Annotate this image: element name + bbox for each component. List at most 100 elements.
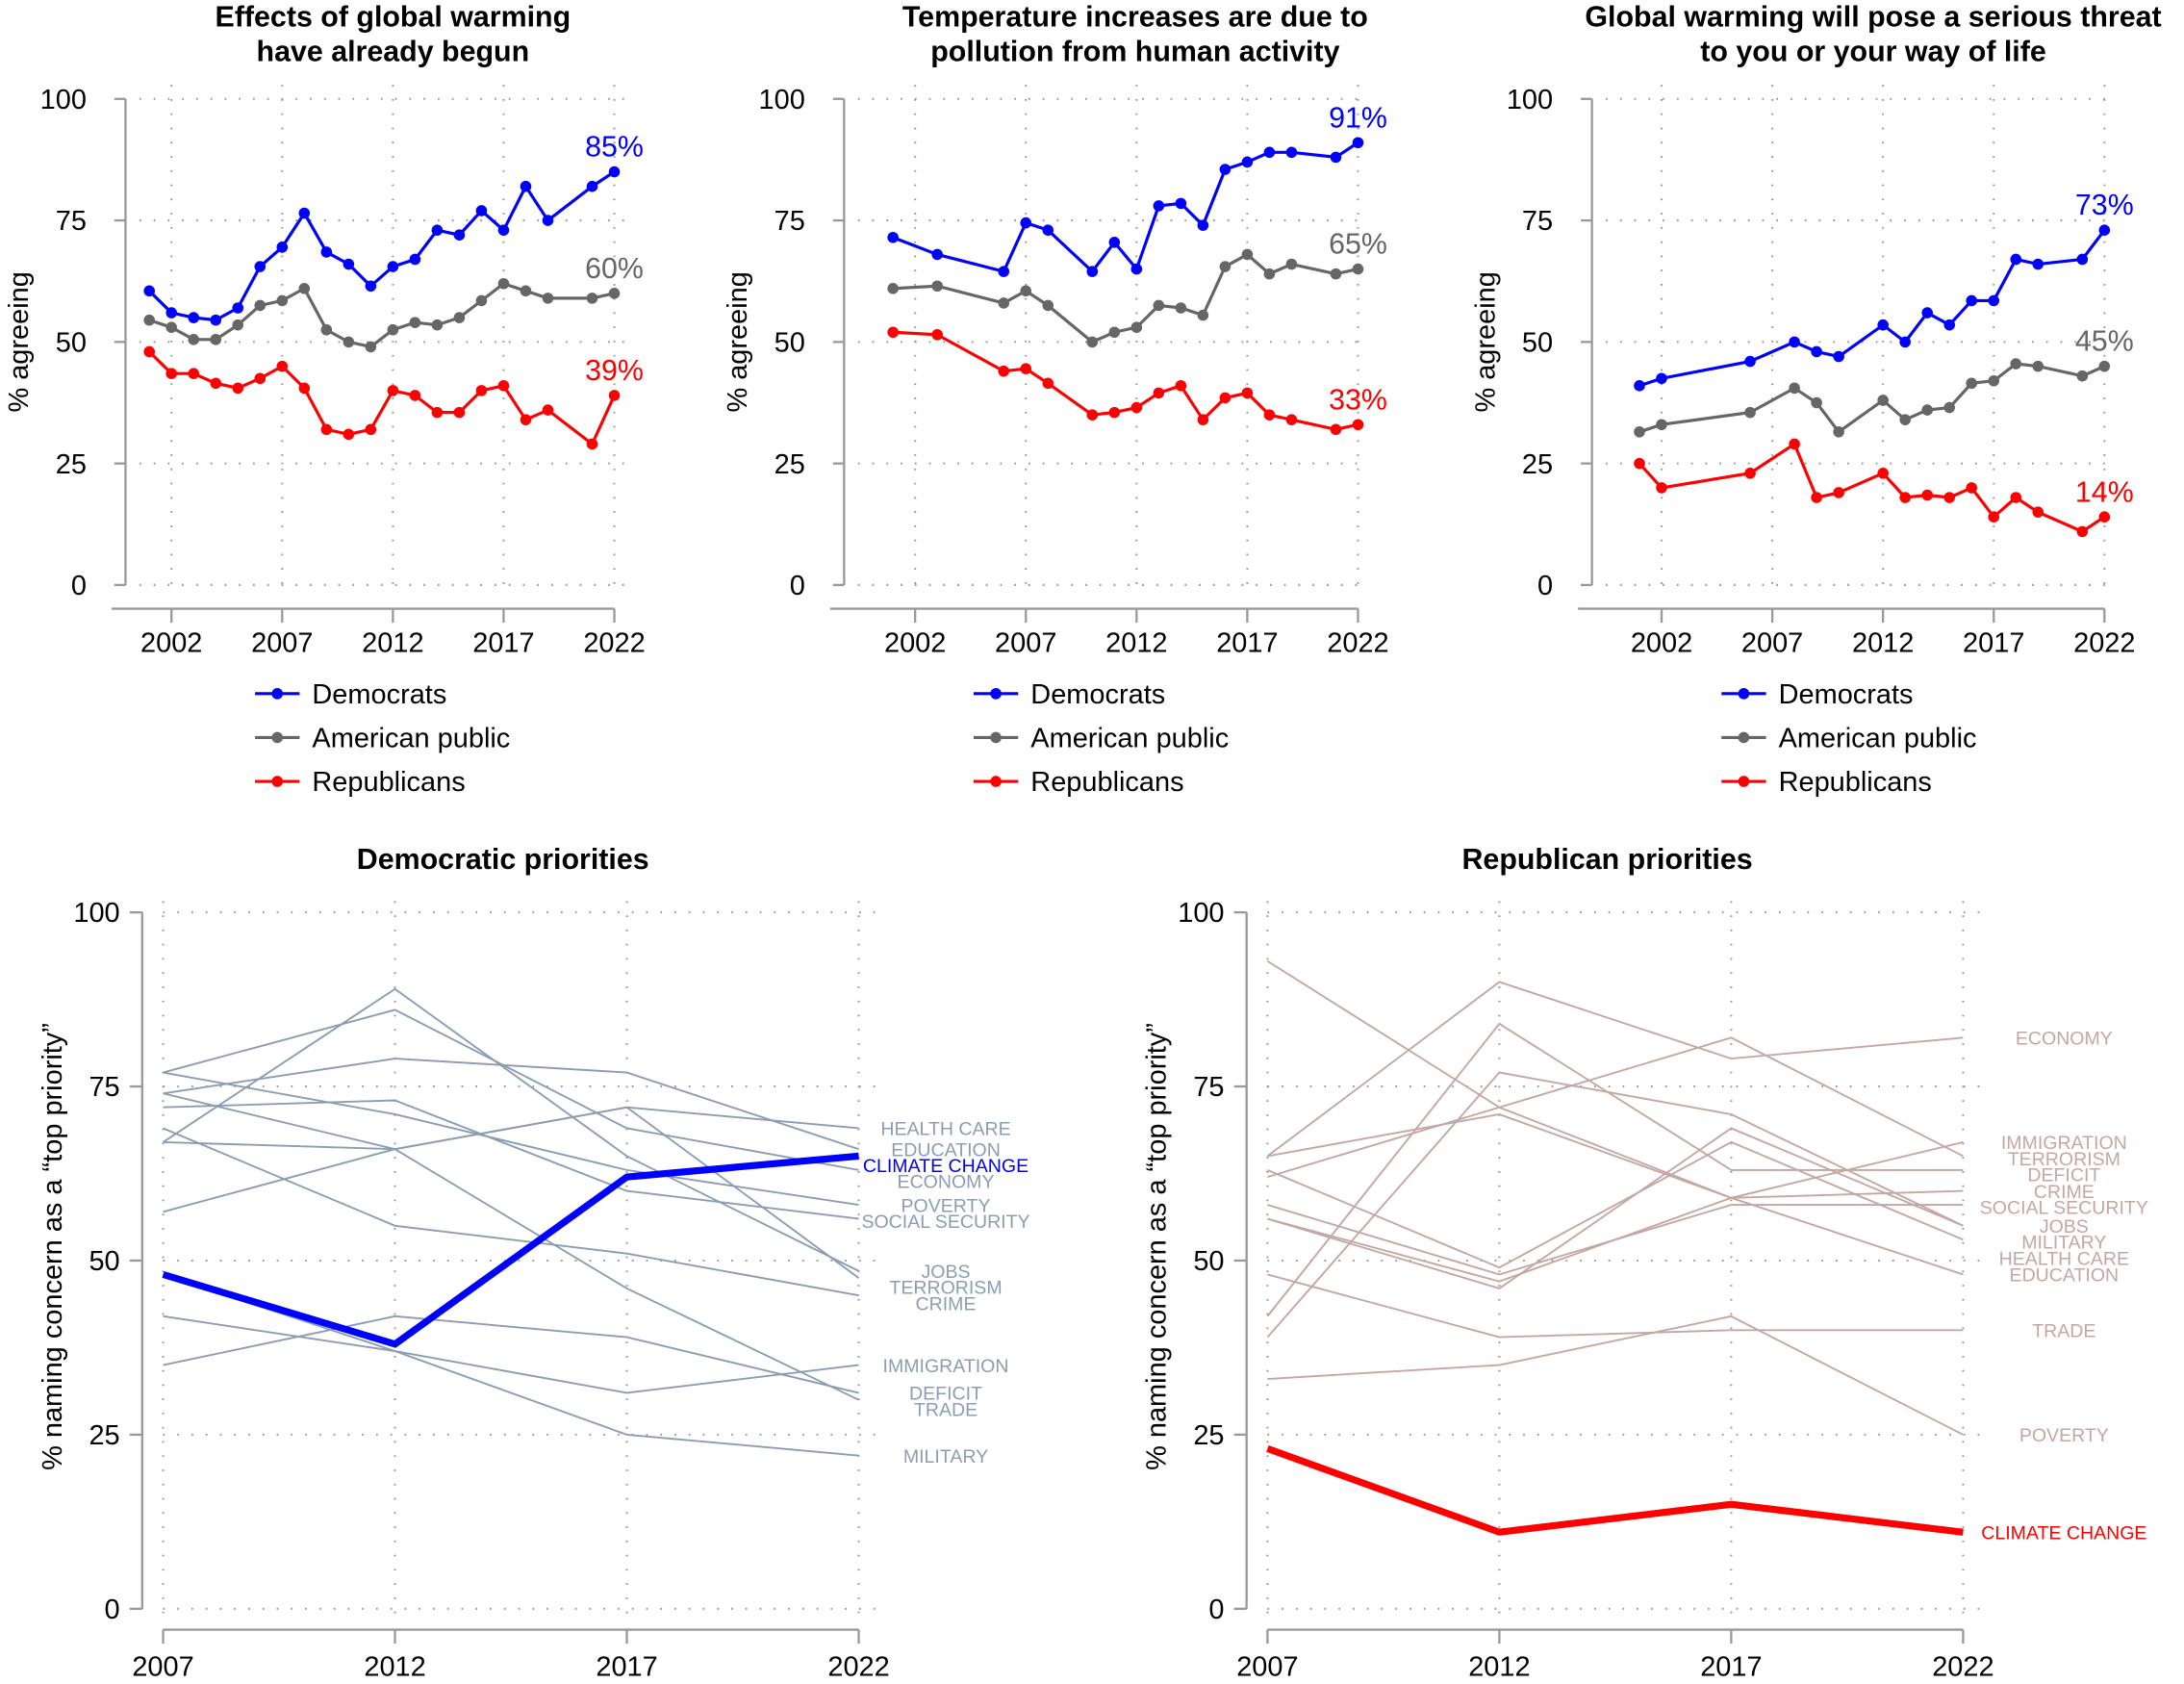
data-point xyxy=(1285,146,1298,159)
data-point xyxy=(2098,511,2111,523)
end-label: 65% xyxy=(1329,228,1387,261)
data-point xyxy=(143,314,155,326)
data-point xyxy=(1352,137,1364,149)
y-tick-label: 75 xyxy=(56,206,87,237)
series-label: DEFICIT xyxy=(909,1384,982,1405)
data-point xyxy=(1241,248,1254,261)
series-line xyxy=(1267,1140,1964,1269)
data-point xyxy=(2032,258,2044,270)
data-point xyxy=(1811,345,1822,358)
data-point xyxy=(1042,224,1054,236)
data-point xyxy=(1921,307,1933,319)
data-point xyxy=(431,319,444,331)
x-tick-label: 2017 xyxy=(1216,627,1278,658)
data-point xyxy=(1330,423,1342,436)
data-point xyxy=(586,293,598,304)
x-tick-label: 2022 xyxy=(2073,627,2135,658)
data-point xyxy=(188,334,200,345)
series-label: IMMIGRATION xyxy=(883,1356,1009,1377)
x-tick-label: 2017 xyxy=(1700,1651,1762,1682)
y-tick-label: 25 xyxy=(1522,449,1553,480)
series-line xyxy=(163,1314,859,1394)
end-label: 45% xyxy=(2075,325,2134,358)
series-label: POVERTY xyxy=(902,1195,991,1216)
y-tick-label: 75 xyxy=(1522,206,1553,237)
data-point xyxy=(998,266,1010,277)
legend-marker xyxy=(990,776,1002,787)
data-point xyxy=(1811,492,1822,503)
data-point xyxy=(520,414,532,425)
data-point xyxy=(453,229,466,242)
legend-marker xyxy=(1738,776,1750,787)
series-line xyxy=(1267,1113,1964,1276)
data-point xyxy=(1943,319,1956,331)
data-point xyxy=(232,319,244,331)
x-tick-label: 2017 xyxy=(596,1651,657,1682)
data-point xyxy=(1197,309,1209,321)
series-line-0 xyxy=(1638,229,2106,388)
data-point xyxy=(298,207,311,219)
data-point xyxy=(1263,268,1276,280)
x-tick-label: 2022 xyxy=(1932,1651,1994,1682)
data-point xyxy=(1241,387,1254,399)
legend-marker xyxy=(271,776,284,787)
data-point xyxy=(343,428,355,441)
series-line-2 xyxy=(893,330,1359,431)
data-point xyxy=(387,261,399,272)
x-tick-label: 2007 xyxy=(1236,1651,1298,1682)
y-tick-label: 100 xyxy=(1507,85,1553,115)
data-point xyxy=(1285,258,1298,270)
data-point xyxy=(188,368,200,379)
legend-label: American public xyxy=(312,724,510,754)
legend-marker xyxy=(990,688,1002,700)
x-tick-label: 2012 xyxy=(1468,1651,1530,1682)
data-point xyxy=(1263,146,1276,159)
y-tick-label: 25 xyxy=(89,1420,119,1451)
data-point xyxy=(1789,382,1800,395)
chart-title: Democratic priorities xyxy=(357,843,649,876)
data-point xyxy=(1130,321,1143,333)
series-line xyxy=(163,1058,859,1151)
y-tick-label: 25 xyxy=(56,449,87,480)
y-tick-label: 0 xyxy=(1537,571,1553,601)
y-tick-label: 100 xyxy=(73,898,119,929)
data-point xyxy=(431,406,444,419)
series-label: EDUCATION xyxy=(891,1139,1001,1161)
series-line xyxy=(163,1127,859,1297)
x-tick-label: 2017 xyxy=(1963,627,2024,658)
data-point xyxy=(2098,224,2111,236)
chart-title: Effects of global warming xyxy=(216,1,571,34)
series-label: ECONOMY xyxy=(898,1172,995,1193)
data-point xyxy=(887,326,899,339)
data-point xyxy=(254,372,267,385)
end-label: 91% xyxy=(1329,101,1387,134)
x-tick-label: 2012 xyxy=(1852,627,1914,658)
legend-label: American public xyxy=(1030,724,1229,754)
data-point xyxy=(1921,404,1933,416)
data-point xyxy=(1877,319,1889,331)
x-tick-label: 2007 xyxy=(995,627,1056,658)
data-point xyxy=(343,336,355,348)
legend-label: American public xyxy=(1779,724,1977,754)
x-tick-label: 2017 xyxy=(472,627,534,658)
y-tick-label: 0 xyxy=(105,1595,120,1625)
x-tick-label: 2022 xyxy=(583,627,645,658)
y-axis-label: % naming concern as a “top priority” xyxy=(38,1023,68,1470)
data-point xyxy=(1352,419,1364,431)
legend-marker xyxy=(1738,688,1750,700)
data-point xyxy=(931,280,943,293)
series-line xyxy=(1267,1273,1964,1339)
series-line xyxy=(163,1314,859,1394)
legend-label: Republicans xyxy=(1779,767,1932,798)
end-label: 33% xyxy=(1329,383,1387,416)
end-label: 85% xyxy=(585,131,644,164)
data-point xyxy=(320,423,333,436)
series-line-2 xyxy=(148,350,616,447)
data-point xyxy=(1833,487,1844,498)
data-point xyxy=(1352,263,1364,275)
data-point xyxy=(143,285,155,297)
data-point xyxy=(1175,197,1187,210)
data-point xyxy=(1108,326,1121,339)
y-axis-label: % agreeing xyxy=(4,271,35,412)
